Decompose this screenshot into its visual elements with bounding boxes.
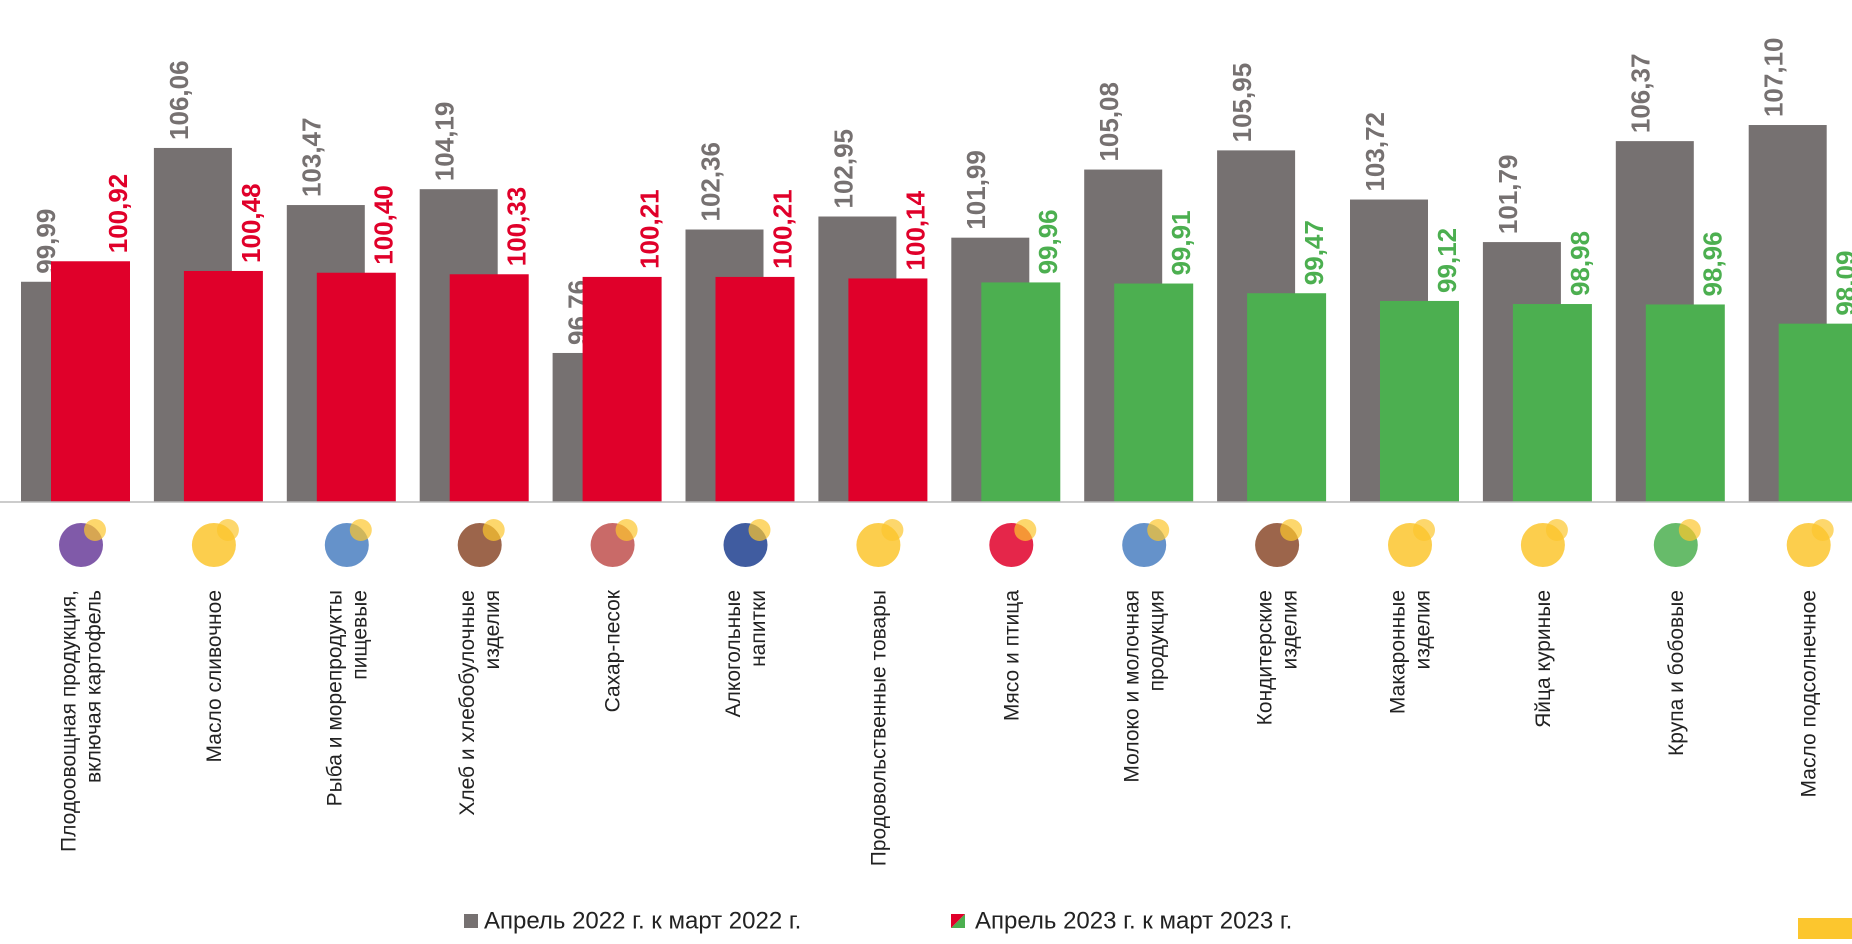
x-tick-label-line: Плодоовощная продукция, [58, 590, 81, 852]
x-tick-label: Макаронныеизделия [1387, 590, 1435, 714]
bar [1247, 293, 1326, 502]
x-tick-label-line: изделия [1412, 590, 1435, 670]
bar [184, 271, 263, 502]
category-icon [1413, 519, 1435, 541]
bar [1114, 284, 1193, 502]
value-label: 99,12 [1432, 228, 1462, 293]
value-label: 100,14 [900, 190, 930, 270]
x-tick-label: Плодоовощная продукция,включая картофель [58, 590, 106, 852]
x-tick-label: Алкогольныенапитки [722, 590, 770, 717]
category-icon [483, 519, 505, 541]
bar [1513, 304, 1592, 502]
x-tick-label: Хлеб и хлебобулочныеизделия [456, 590, 504, 816]
x-tick-label: Крупа и бобовые [1665, 590, 1688, 756]
value-label: 100,33 [502, 187, 532, 267]
legend-label: Апрель 2022 г. к март 2022 г. [484, 907, 801, 934]
x-tick-label-line: Молоко и молочная [1121, 590, 1144, 783]
x-tick-label-line: Продовольственные товары [867, 590, 890, 866]
value-label: 103,72 [1360, 112, 1390, 192]
value-label: 102,95 [828, 129, 858, 209]
bar [317, 273, 396, 502]
x-tick-label-line: Сахар-песок [602, 589, 625, 712]
x-tick-label-line: включая картофель [83, 590, 106, 783]
value-label: 100,48 [236, 183, 266, 263]
chart: 99,99100,92Плодоовощная продукция,включа… [0, 0, 1852, 939]
x-tick-label: Кондитерскиеизделия [1254, 590, 1302, 725]
x-tick-label-line: Алкогольные [722, 590, 745, 717]
legend-swatch [464, 914, 478, 928]
value-label: 100,21 [767, 189, 797, 269]
value-label: 99,47 [1299, 220, 1329, 285]
x-tick-label-line: Яйца куриные [1532, 590, 1555, 728]
x-tick-label-line: Рыба и морепродукты [323, 590, 346, 806]
value-label: 103,47 [297, 118, 327, 198]
value-label: 101,79 [1493, 155, 1523, 235]
category-icon [1014, 519, 1036, 541]
x-tick-label: Продовольственные товары [867, 590, 890, 866]
x-tick-label-line: продукция [1146, 590, 1169, 691]
value-label: 98,09 [1831, 251, 1852, 316]
value-label: 101,99 [961, 150, 991, 230]
x-tick-label-line: изделия [481, 590, 504, 670]
value-label: 100,40 [369, 185, 399, 265]
bar [1779, 324, 1852, 502]
category-icon [84, 519, 106, 541]
x-tick-label: Мясо и птица [1000, 590, 1023, 721]
value-label: 99,91 [1166, 210, 1196, 275]
value-label: 104,19 [430, 102, 460, 182]
legend-label: Апрель 2023 г. к март 2023 г. [975, 907, 1292, 934]
category-icon [1679, 519, 1701, 541]
value-label: 106,06 [164, 60, 194, 140]
x-tick-label: Яйца куриные [1532, 590, 1555, 728]
bar [1646, 304, 1725, 502]
value-label: 98,98 [1565, 231, 1595, 296]
value-label: 102,36 [695, 142, 725, 222]
x-tick-label-line: изделия [1279, 590, 1302, 670]
value-label: 99,96 [1033, 209, 1063, 274]
value-label: 107,10 [1759, 37, 1789, 117]
value-label: 98,96 [1698, 231, 1728, 296]
category-icon [1280, 519, 1302, 541]
x-tick-label: Масло сливочное [203, 590, 226, 762]
bar [583, 277, 662, 502]
x-tick-label: Молоко и молочнаяпродукция [1121, 590, 1169, 783]
category-icon [881, 519, 903, 541]
x-tick-label-line: Крупа и бобовые [1665, 590, 1688, 756]
bar [848, 278, 927, 502]
x-tick-label-line: Кондитерские [1254, 590, 1277, 725]
value-label: 100,92 [103, 174, 133, 254]
x-tick-label-line: Макаронные [1387, 590, 1410, 714]
bar [981, 282, 1060, 502]
bar [51, 261, 130, 502]
category-icon [749, 519, 771, 541]
category-icon [616, 519, 638, 541]
corner-decoration [1798, 918, 1852, 939]
category-icon [217, 519, 239, 541]
value-label: 100,21 [634, 189, 664, 269]
bar [450, 274, 529, 502]
x-tick-label: Масло подсолнечное [1798, 590, 1821, 797]
value-label: 105,08 [1094, 82, 1124, 162]
x-tick-label: Сахар-песок [602, 589, 625, 712]
category-icon [1546, 519, 1568, 541]
x-tick-label-line: Масло подсолнечное [1798, 590, 1821, 797]
x-tick-label: Рыба и морепродуктыпищевые [323, 590, 371, 806]
x-tick-label-line: Мясо и птица [1000, 590, 1023, 721]
value-label: 106,37 [1626, 54, 1656, 134]
x-tick-label-line: напитки [747, 590, 770, 667]
x-tick-label-line: Масло сливочное [203, 590, 226, 762]
x-tick-label-line: пищевые [348, 590, 371, 680]
category-icon [350, 519, 372, 541]
value-label: 105,95 [1227, 63, 1257, 143]
category-icon [1812, 519, 1834, 541]
bar [1380, 301, 1459, 502]
x-tick-label-line: Хлеб и хлебобулочные [456, 590, 479, 816]
category-icon [1147, 519, 1169, 541]
bar [716, 277, 795, 502]
